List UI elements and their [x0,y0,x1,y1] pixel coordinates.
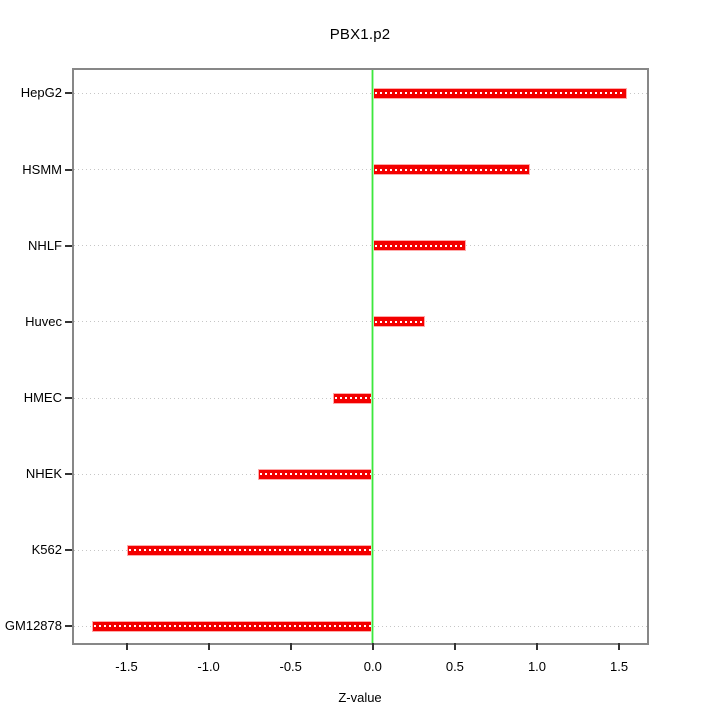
gridline [74,245,647,247]
bar-center-dash [374,168,529,171]
x-tick [536,643,538,650]
gridline [74,92,647,94]
y-tick [65,549,72,552]
y-tick-label-k562: K562 [31,542,62,558]
x-axis-label: Z-value [338,690,382,705]
y-tick [65,92,72,95]
bar-center-dash [128,549,371,552]
y-tick-label-gm12878: GM12878 [4,618,62,634]
plot-area [72,68,649,645]
y-tick [65,625,72,628]
bar-huvec [372,316,426,328]
x-tick-label: 1.0 [527,659,547,674]
y-tick-label-hsmm: HSMM [22,161,62,177]
y-tick-label-nhek: NHEK [25,466,62,482]
y-tick-label-huvec: Huvec [25,313,62,329]
x-tick-label: 0.0 [363,659,382,674]
y-tick [65,168,72,171]
bar-center-dash [374,92,626,95]
y-tick [65,244,72,247]
gridline [74,321,647,323]
x-tick-label: 0.5 [445,659,464,674]
y-tick-label-hepg2: HepG2 [20,85,62,101]
bar-hsmm [372,164,531,175]
x-tick [289,643,292,650]
bar-hmec [333,392,373,404]
bar-center-dash [94,625,371,628]
y-tick-label-hmec: HMEC [23,390,62,405]
x-tick-label: -1.5 [115,659,138,674]
bar-hepg2 [372,87,628,99]
gridline [74,169,647,170]
y-tick [65,473,72,476]
bar-center-dash [259,473,371,476]
x-tick-label: -0.5 [279,659,302,674]
chart-title: PBX1.p2 [329,26,391,43]
bar-k562 [126,544,373,556]
zero-line [371,70,375,643]
x-tick [371,643,374,650]
x-tick [125,643,128,650]
bar-center-dash [374,244,465,247]
y-tick [65,397,72,399]
x-tick [453,643,456,650]
y-tick [65,320,72,323]
x-tick [618,643,621,650]
bar-nhek [257,468,373,480]
bar-center-dash [335,397,371,399]
x-tick [207,643,210,650]
bar-gm12878 [92,620,373,632]
bar-center-dash [374,320,424,323]
x-tick-label: 1.5 [610,659,629,674]
y-tick-label-nhlf: NHLF [28,237,62,253]
x-tick-label: -1.0 [197,659,220,674]
bar-nhlf [372,240,467,252]
